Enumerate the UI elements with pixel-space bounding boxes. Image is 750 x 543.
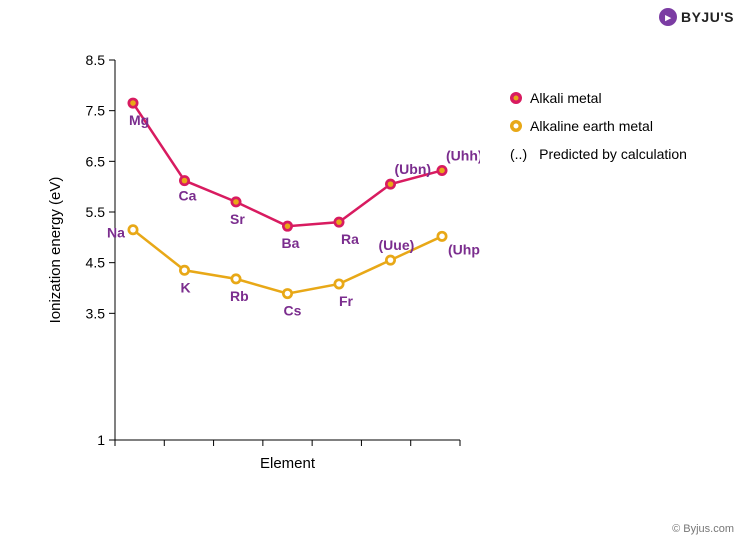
legend-label: Alkali metal <box>530 90 602 106</box>
point-label: Mg <box>129 112 149 128</box>
y-tick-label: 3.5 <box>86 305 106 321</box>
legend-prefix: (..) <box>510 146 527 162</box>
y-tick-label: 1 <box>97 432 105 448</box>
brand-logo-icon: ▸ <box>659 8 677 26</box>
legend-item: Alkali metal <box>510 90 740 106</box>
x-axis-title: Element <box>260 455 316 472</box>
marker-inner <box>233 199 239 205</box>
marker-inner <box>336 281 342 287</box>
point-label: Fr <box>339 293 354 309</box>
marker-inner <box>233 276 239 282</box>
legend-label: Alkaline earth metal <box>530 118 653 134</box>
marker-inner <box>439 168 445 174</box>
point-label: Cs <box>284 303 302 319</box>
marker-inner <box>336 219 342 225</box>
point-label: (Uhp) <box>448 241 480 257</box>
brand-logo-text: BYJU'S <box>681 9 734 25</box>
marker-inner <box>182 178 188 184</box>
chart-svg: 1 3.5 4.5 5.5 6.5 7.5 8.5 Ionization energy (eV… <box>40 40 480 490</box>
brand-logo: ▸ BYJU'S <box>659 8 734 26</box>
point-label: (Ubn) <box>395 161 432 177</box>
chart-legend: Alkali metal Alkaline earth metal(..) Pred… <box>510 90 740 174</box>
marker-inner <box>285 223 291 229</box>
marker-inner <box>130 227 136 233</box>
y-tick-label: 6.5 <box>86 153 106 169</box>
y-tick-label: 7.5 <box>86 103 106 119</box>
point-label: Ra <box>341 231 359 247</box>
y-tick-label: 4.5 <box>86 255 106 271</box>
marker-inner <box>388 257 394 263</box>
marker-inner <box>130 100 136 106</box>
y-axis-title: Ionization energy (eV) <box>47 177 64 324</box>
point-label: Na <box>107 225 125 241</box>
copyright-text: © Byjus.com <box>672 523 734 535</box>
point-label: Sr <box>230 211 245 227</box>
legend-item: Alkaline earth metal <box>510 118 740 134</box>
legend-label: Predicted by calculation <box>539 146 687 162</box>
point-label: (Uue) <box>379 237 415 253</box>
marker-inner <box>439 234 445 240</box>
point-label: Ba <box>282 235 300 251</box>
point-label: (Uhh) <box>446 147 480 163</box>
y-tick-label: 5.5 <box>86 204 106 220</box>
legend-marker-icon <box>510 120 522 132</box>
point-label: Ca <box>179 188 197 204</box>
ionization-chart: 1 3.5 4.5 5.5 6.5 7.5 8.5 Ionization energy (eV… <box>40 40 480 490</box>
point-label: Rb <box>230 288 249 304</box>
marker-inner <box>285 291 291 297</box>
legend-item: (..) Predicted by calculation <box>510 146 740 162</box>
legend-marker-icon <box>510 92 522 104</box>
marker-inner <box>388 181 394 187</box>
y-tick-label: 8.5 <box>86 52 106 68</box>
point-label: K <box>181 279 191 295</box>
marker-inner <box>182 267 188 273</box>
